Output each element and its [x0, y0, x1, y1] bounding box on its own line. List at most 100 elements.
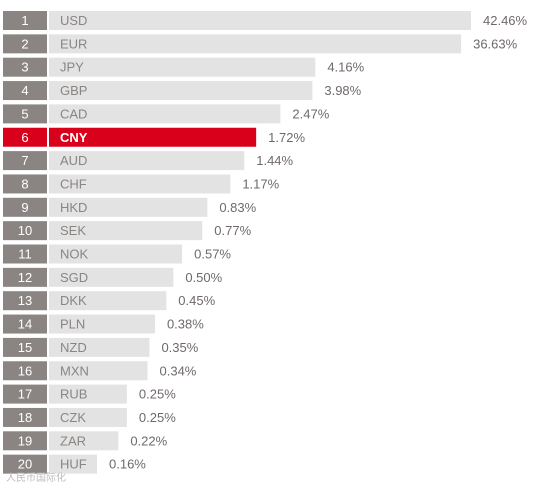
value-label: 0.38%: [167, 317, 204, 332]
bar-row-pln: 14 PLN 0.38%: [3, 314, 204, 334]
currency-code-label: JPY: [60, 60, 84, 75]
rank-label: 12: [18, 270, 32, 285]
currency-code-label: RUB: [60, 387, 87, 402]
value-label: 36.63%: [473, 36, 518, 51]
bar-rows: 1 USD 42.46% 2 EUR 36.63% 3 JPY 4.16% 4 GBP 3.98% 5 C…: [3, 11, 528, 474]
bar-row-dkk: 13 DKK 0.45%: [3, 291, 216, 311]
rank-box: [3, 431, 47, 451]
value-label: 0.16%: [109, 457, 146, 472]
value-label: 1.44%: [256, 153, 293, 168]
rank-box: [3, 337, 47, 357]
bar-row-cad: 5 CAD 2.47%: [3, 104, 330, 124]
bar-row-sek: 10 SEK 0.77%: [3, 221, 252, 241]
value-label: 3.98%: [324, 83, 361, 98]
currency-code-label: EUR: [60, 36, 87, 51]
bar: [49, 151, 245, 171]
currency-code-label: CZK: [60, 410, 86, 425]
currency-code-label: SGD: [60, 270, 88, 285]
value-label: 0.22%: [130, 433, 167, 448]
rank-box: [3, 291, 47, 311]
bar: [49, 361, 148, 381]
rank-box: [3, 384, 47, 404]
rank-label: 3: [21, 60, 28, 75]
bar-row-cny: 6 CNY 1.72%: [3, 127, 305, 147]
bar-row-chf: 8 CHF 1.17%: [3, 174, 280, 194]
rank-label: 9: [21, 200, 28, 215]
rank-label: 11: [18, 247, 32, 262]
bar-row-nok: 11 NOK 0.57%: [3, 244, 231, 264]
bar: [49, 174, 231, 194]
currency-code-label: HUF: [60, 457, 87, 472]
bar: [49, 57, 316, 77]
bar: [49, 454, 97, 474]
value-label: 0.77%: [214, 223, 251, 238]
bar-row-gbp: 4 GBP 3.98%: [3, 81, 362, 101]
rank-box: [3, 221, 47, 241]
bar: [49, 81, 313, 101]
bar: [49, 221, 203, 241]
rank-box: [3, 34, 47, 54]
bar: [49, 127, 257, 147]
bar-row-mxn: 16 MXN 0.34%: [3, 361, 197, 381]
bar-row-huf: 20 HUF 0.16%: [3, 454, 146, 474]
currency-code-label: CHF: [60, 176, 87, 191]
currency-code-label: DKK: [60, 293, 87, 308]
rank-box: [3, 454, 47, 474]
bar: [49, 197, 208, 217]
bar: [49, 337, 150, 357]
value-label: 0.25%: [139, 387, 176, 402]
rank-label: 4: [21, 83, 28, 98]
value-label: 42.46%: [483, 13, 528, 28]
bar: [49, 314, 155, 334]
currency-code-label: USD: [60, 13, 87, 28]
bar-row-usd: 1 USD 42.46%: [3, 11, 528, 30]
currency-code-label: NZD: [60, 340, 87, 355]
rank-label: 16: [18, 363, 32, 378]
bar: [49, 384, 127, 404]
bar: [49, 34, 462, 54]
bar: [49, 407, 127, 427]
value-label: 0.25%: [139, 410, 176, 425]
rank-label: 10: [18, 223, 32, 238]
rank-label: 8: [21, 176, 28, 191]
rank-box: [3, 361, 47, 381]
rank-label: 6: [21, 130, 28, 145]
currency-code-label: AUD: [60, 153, 87, 168]
currency-code-label: MXN: [60, 363, 89, 378]
rank-box: [3, 151, 47, 171]
rank-label: 1: [21, 13, 28, 28]
rank-box: [3, 11, 47, 30]
value-label: 0.57%: [194, 247, 231, 262]
rank-box: [3, 267, 47, 287]
currency-code-label: NOK: [60, 247, 89, 262]
currency-code-label: SEK: [60, 223, 86, 238]
bar: [49, 291, 167, 311]
value-label: 1.72%: [268, 130, 305, 145]
rank-box: [3, 407, 47, 427]
rank-label: 20: [18, 457, 32, 472]
value-label: 0.35%: [161, 340, 198, 355]
rank-label: 5: [21, 106, 28, 121]
rank-box: [3, 174, 47, 194]
rank-box: [3, 197, 47, 217]
value-label: 0.34%: [160, 363, 197, 378]
bar-row-czk: 18 CZK 0.25%: [3, 407, 176, 427]
bar-row-nzd: 15 NZD 0.35%: [3, 337, 199, 357]
bar: [49, 431, 119, 451]
bar: [49, 104, 281, 124]
value-label: 0.45%: [178, 293, 215, 308]
bar-row-zar: 19 ZAR 0.22%: [3, 431, 168, 451]
currency-code-label: CAD: [60, 106, 87, 121]
rank-box: [3, 81, 47, 101]
watermark-text: 人民币国际化: [6, 471, 66, 484]
bar: [49, 244, 183, 264]
rank-label: 15: [18, 340, 32, 355]
rank-label: 17: [18, 387, 32, 402]
currency-code-label: HKD: [60, 200, 87, 215]
bar: [49, 11, 471, 30]
currency-code-label: ZAR: [60, 433, 86, 448]
currency-code-label: PLN: [60, 317, 85, 332]
rank-label: 13: [18, 293, 32, 308]
value-label: 4.16%: [327, 60, 364, 75]
